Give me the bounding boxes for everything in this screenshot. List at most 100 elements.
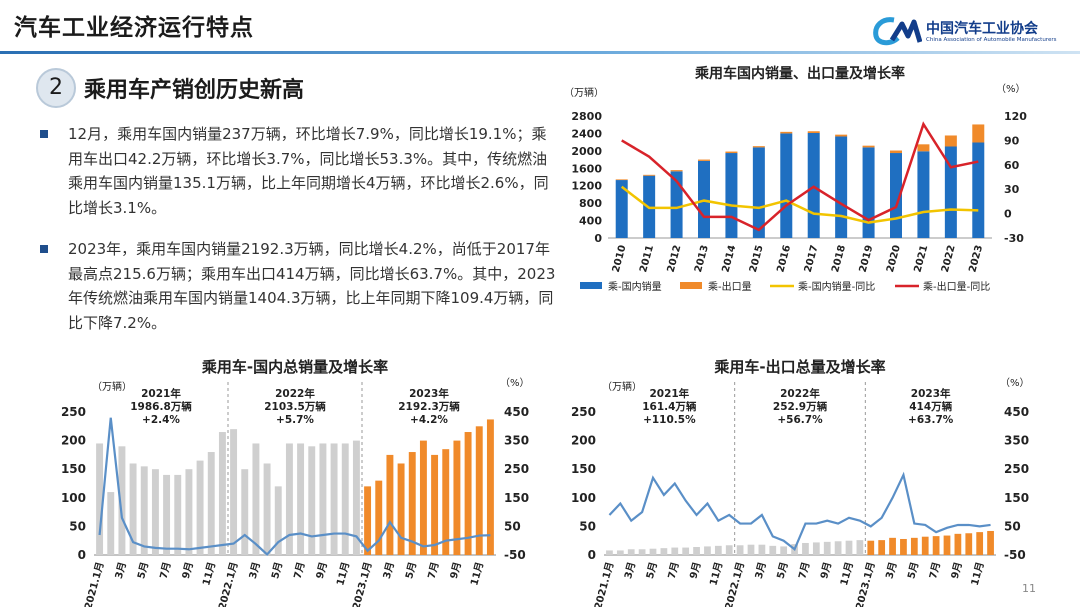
x-tick-label: 9月	[687, 561, 703, 580]
bar-prior-years	[151, 469, 159, 555]
annotation-period: 2023年	[409, 387, 449, 400]
x-tick-label: 2023	[967, 244, 985, 274]
y-tick-label: 2000	[571, 145, 602, 158]
x-tick-label: 3月	[113, 561, 129, 580]
y-tick-label: 150	[571, 462, 596, 476]
bar-prior-years	[856, 540, 864, 555]
title-divider	[0, 51, 1080, 54]
bar-2023	[987, 530, 994, 555]
bullet-square-icon	[40, 130, 48, 138]
y2-tick-label: 120	[1004, 110, 1027, 123]
annotation-period: 2021年	[141, 387, 181, 400]
annotation-total: 2192.3万辆	[398, 400, 460, 413]
y2-axis-label: （%）	[500, 377, 530, 389]
annotation-growth: +4.2%	[410, 414, 448, 426]
x-tick-label: 9月	[949, 561, 965, 580]
x-tick-label: 5月	[644, 561, 660, 580]
annotation-total: 252.9万辆	[773, 400, 828, 413]
y2-tick-label: 50	[1004, 519, 1021, 533]
x-tick-label: 2022	[940, 244, 958, 274]
y-tick-label: 250	[571, 405, 596, 419]
bar-export	[972, 124, 985, 143]
legend-swatch	[680, 282, 702, 289]
bar-prior-years	[352, 440, 360, 555]
bullet-text-2: 2023年，乘用车国内销量2192.3万辆，同比增长4.2%，尚低于2017年最…	[68, 240, 556, 332]
bar-export	[780, 131, 793, 134]
annotation-growth: +63.7%	[908, 414, 954, 426]
bar-export	[725, 151, 738, 154]
y2-tick-label: 50	[504, 519, 521, 533]
bar-2023	[375, 480, 383, 555]
x-tick-label: 5月	[269, 561, 285, 580]
x-tick-label: 2021	[912, 244, 930, 274]
annotation-growth: +5.7%	[276, 414, 314, 426]
bar-prior-years	[230, 429, 238, 555]
annotation-period: 2022年	[780, 387, 820, 400]
bar-2023	[431, 454, 439, 555]
x-tick-label: 11月	[334, 561, 352, 587]
bar-prior-years	[319, 443, 327, 555]
bar-prior-years	[196, 460, 204, 555]
x-tick-label: 11月	[969, 561, 987, 587]
legend-label: 乘-出口量	[708, 280, 752, 293]
bar-export	[835, 134, 848, 137]
chart-domestic-monthly: 乘用车-国内总销量及增长率 （万辆） （%） 0 50 100 150 200 250 -50 50…	[61, 358, 530, 607]
y-tick-label: 0	[594, 232, 602, 245]
x-tick-label: 2021.1月	[82, 561, 106, 607]
y2-tick-label: 150	[504, 491, 529, 505]
bar-domestic-sales	[917, 151, 930, 238]
x-tick-label: 7月	[157, 561, 173, 580]
y2-tick-label: 350	[504, 434, 529, 448]
bar-prior-years	[660, 548, 668, 555]
x-tick-label: 2020	[885, 244, 903, 274]
bar-2023	[464, 432, 472, 555]
logo-text-cn: 中国汽车工业协会	[926, 21, 1038, 37]
y-tick-label: 1600	[571, 162, 602, 175]
y2-tick-label: 450	[504, 405, 529, 419]
bar-prior-years	[218, 432, 226, 555]
bar-export	[807, 131, 820, 133]
bar-prior-years	[693, 546, 700, 555]
y-tick-label: 0	[78, 548, 86, 562]
section-title: 乘用车产销创历史新高	[84, 78, 305, 103]
bar-prior-years	[769, 545, 777, 555]
bullet-item-2: 2023年，乘用车国内销量2192.3万辆，同比增长4.2%，尚低于2017年最…	[40, 237, 560, 335]
y2-tick-label: 0	[1004, 208, 1012, 221]
x-tick-label: 2023.1月	[350, 561, 374, 607]
x-tick-label: 3月	[622, 561, 638, 580]
bar-prior-years	[627, 549, 635, 555]
bar-prior-years	[704, 546, 711, 555]
bar-prior-years	[308, 446, 316, 555]
x-tick-label: 9月	[314, 561, 330, 580]
line-yoy-growth	[608, 471, 991, 552]
bar-2023	[408, 452, 416, 555]
x-tick-label: 5月	[135, 561, 151, 580]
x-tick-label: 7月	[666, 561, 682, 580]
line-domestic-yoy	[620, 185, 979, 224]
bar-2023	[397, 463, 405, 555]
y2-axis-label: （%）	[996, 83, 1026, 95]
x-tick-label: 2011	[638, 244, 656, 274]
bar-prior-years	[185, 469, 193, 555]
y2-axis-label: （%）	[1000, 377, 1030, 389]
bar-prior-years	[682, 547, 690, 555]
legend-swatch	[580, 282, 602, 289]
annotation-period: 2022年	[275, 387, 315, 400]
bar-prior-years	[616, 550, 624, 555]
page-title: 汽车工业经济运行特点	[14, 15, 254, 41]
bar-2023	[878, 540, 886, 555]
x-tick-label: 11月	[200, 561, 218, 587]
y-tick-label: 50	[69, 519, 86, 533]
y-tick-label: 150	[61, 462, 86, 476]
chart-title: 乘用车-出口总量及增长率	[713, 358, 885, 376]
bar-prior-years	[285, 443, 293, 555]
y-tick-label: 2400	[571, 127, 602, 140]
x-tick-label: 2015	[748, 244, 766, 274]
caam-logo: 中国汽车工业协会 China Association of Automobile…	[872, 14, 1072, 54]
annotation-period: 2021年	[649, 387, 689, 400]
bar-prior-years	[758, 544, 766, 555]
x-tick-label: 2016	[775, 244, 793, 274]
bar-export	[643, 174, 656, 176]
bar-prior-years	[330, 443, 338, 555]
line-yoy-growth	[98, 417, 491, 556]
